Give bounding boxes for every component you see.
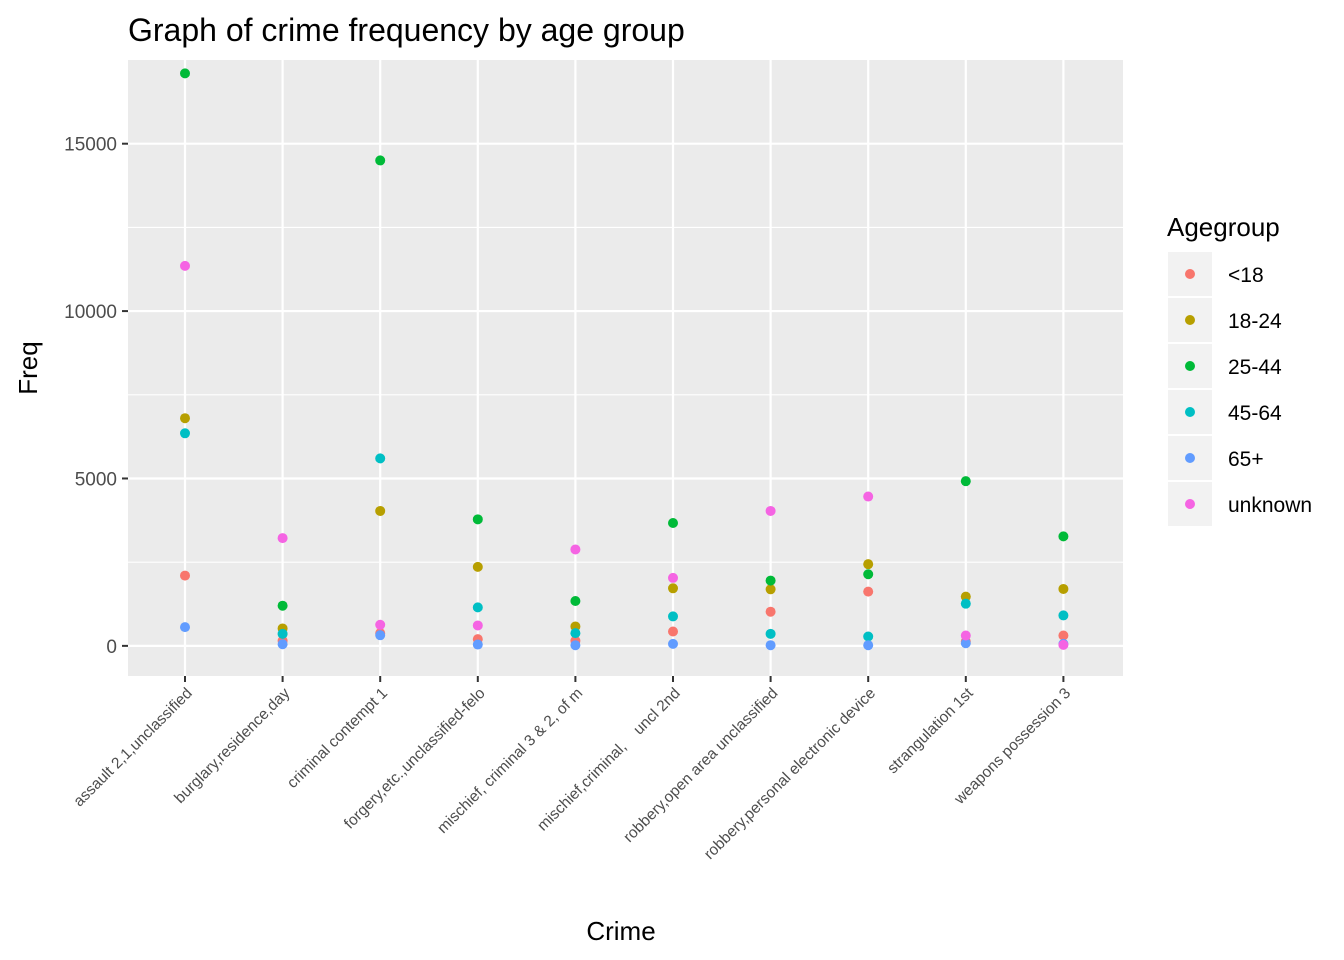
data-point — [472, 620, 483, 631]
data-point — [960, 591, 971, 602]
data-point — [570, 596, 581, 607]
data-point — [765, 640, 776, 651]
x-tick-label: robbery,personal electronic device — [701, 685, 879, 863]
legend-label: 45-64 — [1228, 402, 1282, 425]
data-point — [472, 561, 483, 572]
data-point — [180, 68, 190, 79]
data-point — [1058, 583, 1069, 594]
data-point — [180, 413, 190, 424]
data-point — [375, 453, 386, 464]
y-tick-label: 15000 — [64, 135, 117, 156]
legend-label: 65+ — [1228, 448, 1264, 471]
data-point — [863, 559, 874, 570]
y-tick-label: 10000 — [64, 302, 117, 323]
y-axis-ticks: 0 5000 10000 15000 — [64, 135, 128, 658]
legend-label: unknown — [1228, 494, 1312, 517]
data-point — [1058, 531, 1069, 542]
data-point — [863, 631, 874, 642]
chart-title: Graph of crime frequency by age group — [128, 12, 685, 48]
data-point — [960, 630, 971, 641]
data-point — [375, 630, 386, 641]
data-point — [277, 600, 288, 611]
data-point — [765, 606, 776, 617]
data-point — [375, 619, 386, 630]
data-point — [765, 505, 776, 516]
y-axis-title: Freq — [13, 341, 43, 394]
data-point — [180, 570, 190, 581]
data-point — [863, 640, 874, 651]
legend-key-point — [1185, 315, 1195, 325]
legend-key-point — [1185, 361, 1195, 371]
data-point — [375, 155, 386, 166]
data-point — [1058, 610, 1069, 621]
x-axis-ticks: assault 2,1,unclassifiedburglary,residen… — [70, 676, 1074, 863]
data-point — [472, 514, 483, 525]
data-point — [765, 575, 776, 586]
data-point — [472, 602, 483, 613]
legend: Agegroup <18 18-24 25-44 45-64 65+ unknown — [1167, 212, 1312, 526]
legend-label: <18 — [1228, 264, 1264, 287]
data-point — [863, 491, 874, 502]
data-point — [765, 628, 776, 639]
data-point — [180, 260, 190, 271]
data-point — [570, 640, 581, 651]
legend-title: Agegroup — [1167, 212, 1280, 242]
data-point — [472, 639, 483, 650]
data-point — [668, 518, 678, 529]
data-point — [277, 639, 288, 650]
data-point — [668, 638, 678, 649]
data-point — [863, 569, 874, 580]
legend-label: 25-44 — [1228, 356, 1282, 379]
plot-panel — [128, 60, 1123, 676]
data-point — [668, 626, 678, 637]
data-point — [570, 628, 581, 639]
legend-key-point — [1185, 269, 1195, 279]
data-point — [960, 476, 971, 487]
data-point — [668, 583, 678, 594]
data-point — [668, 611, 678, 622]
legend-key-point — [1185, 499, 1195, 509]
data-point — [375, 505, 386, 516]
legend-keys: <18 18-24 25-44 45-64 65+ unknown — [1168, 252, 1312, 526]
data-point — [668, 572, 678, 583]
data-points — [180, 68, 1069, 651]
data-point — [1058, 630, 1069, 641]
legend-label: 18-24 — [1228, 310, 1282, 333]
legend-key-point — [1185, 453, 1195, 463]
data-point — [277, 628, 288, 639]
y-tick-label: 0 — [106, 637, 117, 658]
data-point — [960, 638, 971, 649]
data-point — [570, 544, 581, 555]
data-point — [180, 428, 190, 439]
x-tick-label: criminal contempt 1 — [284, 685, 391, 792]
x-tick-label: robbery,open area unclassified — [620, 685, 781, 846]
x-axis-title: Crime — [586, 916, 655, 946]
x-tick-label: strangulation 1st — [884, 684, 977, 777]
data-point — [180, 622, 190, 633]
data-point — [960, 598, 971, 609]
y-tick-label: 5000 — [75, 469, 117, 490]
data-point — [863, 586, 874, 597]
data-point — [277, 533, 288, 544]
data-point — [1058, 639, 1069, 650]
data-point — [765, 584, 776, 595]
legend-key-point — [1185, 407, 1195, 417]
